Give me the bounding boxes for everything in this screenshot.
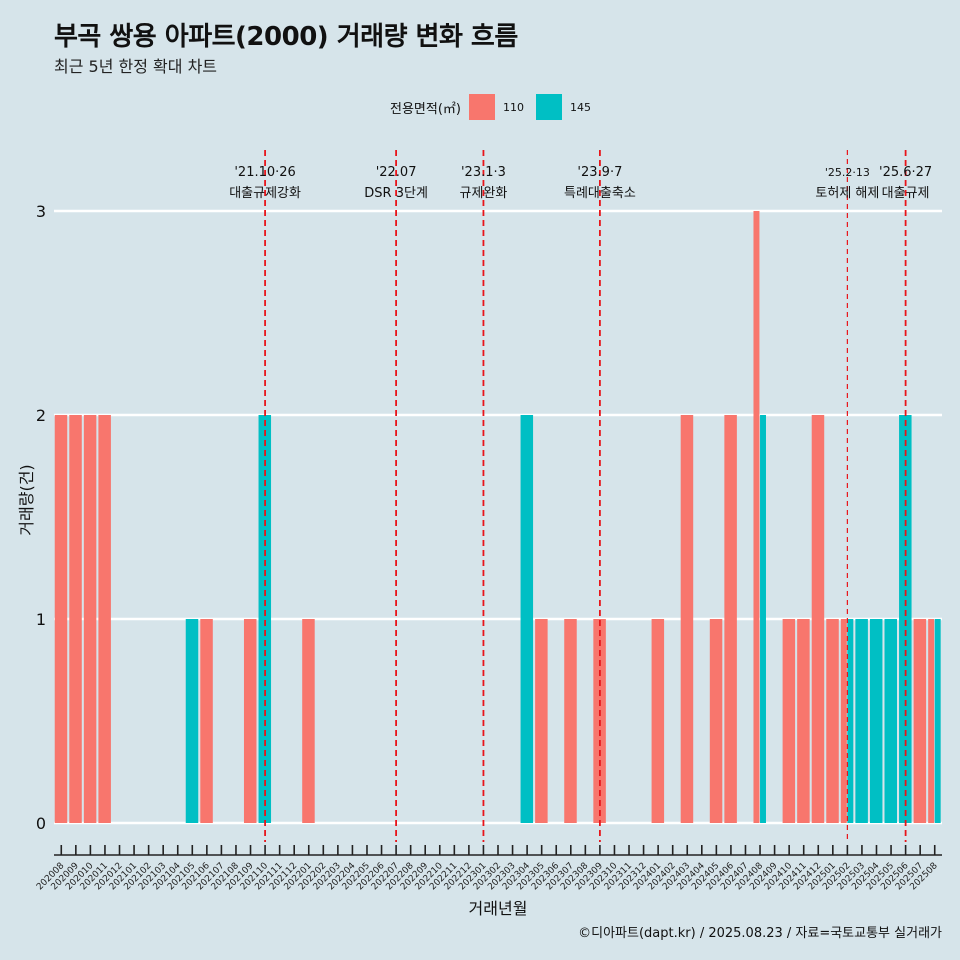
bar-110-202008 (54, 415, 68, 823)
bar-110-202201 (302, 619, 315, 823)
annotation-date: '25.2·13 (825, 166, 870, 179)
bar-145-202110 (258, 415, 272, 823)
bar-110-202508 (928, 619, 935, 823)
source-caption: ©디아파트(dapt.kr) / 2025.08.23 / 자료=국토교통부 실… (578, 926, 942, 941)
bar-110-202410 (782, 619, 796, 823)
annotation-label: 특례대출축소 (564, 186, 636, 201)
legend-key-110 (468, 94, 495, 120)
annotation-label: 규제완화 (460, 186, 508, 201)
annotation-date: '23.1·3 (461, 165, 506, 180)
bar-145-202504 (869, 619, 883, 823)
legend-label-110: 110 (502, 100, 524, 114)
bar-145-202502 (847, 619, 854, 823)
legend-label-145: 145 (569, 100, 591, 114)
bar-145-202506 (899, 415, 912, 823)
y-tick-label: 2 (36, 406, 46, 425)
bar-110-202412 (811, 415, 825, 823)
chart-title: 부곡 쌍용 아파트(2000) 거래량 변화 흐름 (54, 22, 518, 52)
bar-110-202011 (98, 415, 111, 823)
bar-145-202503 (855, 619, 868, 823)
bar-110-202109 (243, 619, 257, 823)
y-tick-label: 1 (36, 610, 46, 629)
legend-key-145 (535, 94, 562, 120)
legend: 전용면적(㎡) 110 145 (390, 94, 603, 120)
annotation-date: '25.6·27 (879, 165, 932, 180)
annotation-label: DSR 3단계 (364, 186, 428, 201)
bar-110-202507 (913, 619, 927, 823)
bar-145-202408 (760, 415, 766, 823)
y-tick-label: 3 (36, 202, 46, 221)
annotation-date: '21.10·26 (234, 165, 295, 180)
annotation-date: '22.07 (376, 165, 417, 180)
x-axis-title: 거래년월 (469, 899, 528, 918)
bar-110-202406 (724, 415, 737, 823)
y-axis-title: 거래량(건) (17, 464, 36, 535)
legend-title: 전용면적(㎡) (390, 101, 461, 117)
bar-145-202505 (884, 619, 897, 823)
y-tick-label: 0 (36, 814, 46, 833)
bar-145-202304 (520, 415, 534, 823)
bar-110-202403 (680, 415, 694, 823)
bar-110-202411 (797, 619, 810, 823)
annotation-label: 대출규제강화 (229, 186, 301, 201)
bar-110-202405 (709, 619, 723, 823)
annotation-label: 대출규제 (882, 186, 930, 201)
chart-subtitle: 최근 5년 한정 확대 차트 (54, 57, 218, 76)
bar-110-202501 (826, 619, 839, 823)
bar-145-202508 (934, 619, 941, 823)
bar-110-202502 (840, 619, 847, 823)
bar-110-202305 (535, 619, 548, 823)
annotation-date: '23.9·7 (577, 165, 622, 180)
bar-110-202009 (69, 415, 82, 823)
annotation-label: 토허제 해제 (815, 186, 879, 201)
bar-145-202105 (185, 619, 199, 823)
bar-110-202010 (83, 415, 97, 823)
bar-110-202307 (564, 619, 577, 823)
bar-110-202401 (651, 619, 665, 823)
bar-110-202408 (753, 211, 760, 823)
bar-110-202106 (200, 619, 213, 823)
